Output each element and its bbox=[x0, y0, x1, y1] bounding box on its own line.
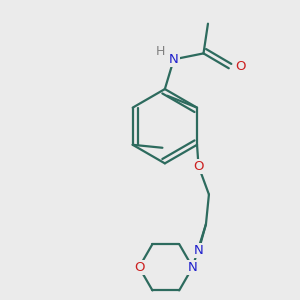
Text: O: O bbox=[193, 160, 204, 173]
Text: N: N bbox=[169, 53, 179, 66]
Text: O: O bbox=[134, 261, 144, 274]
Text: O: O bbox=[235, 60, 245, 73]
Text: H: H bbox=[156, 45, 165, 58]
Text: N: N bbox=[194, 244, 203, 257]
Text: N: N bbox=[188, 261, 197, 274]
